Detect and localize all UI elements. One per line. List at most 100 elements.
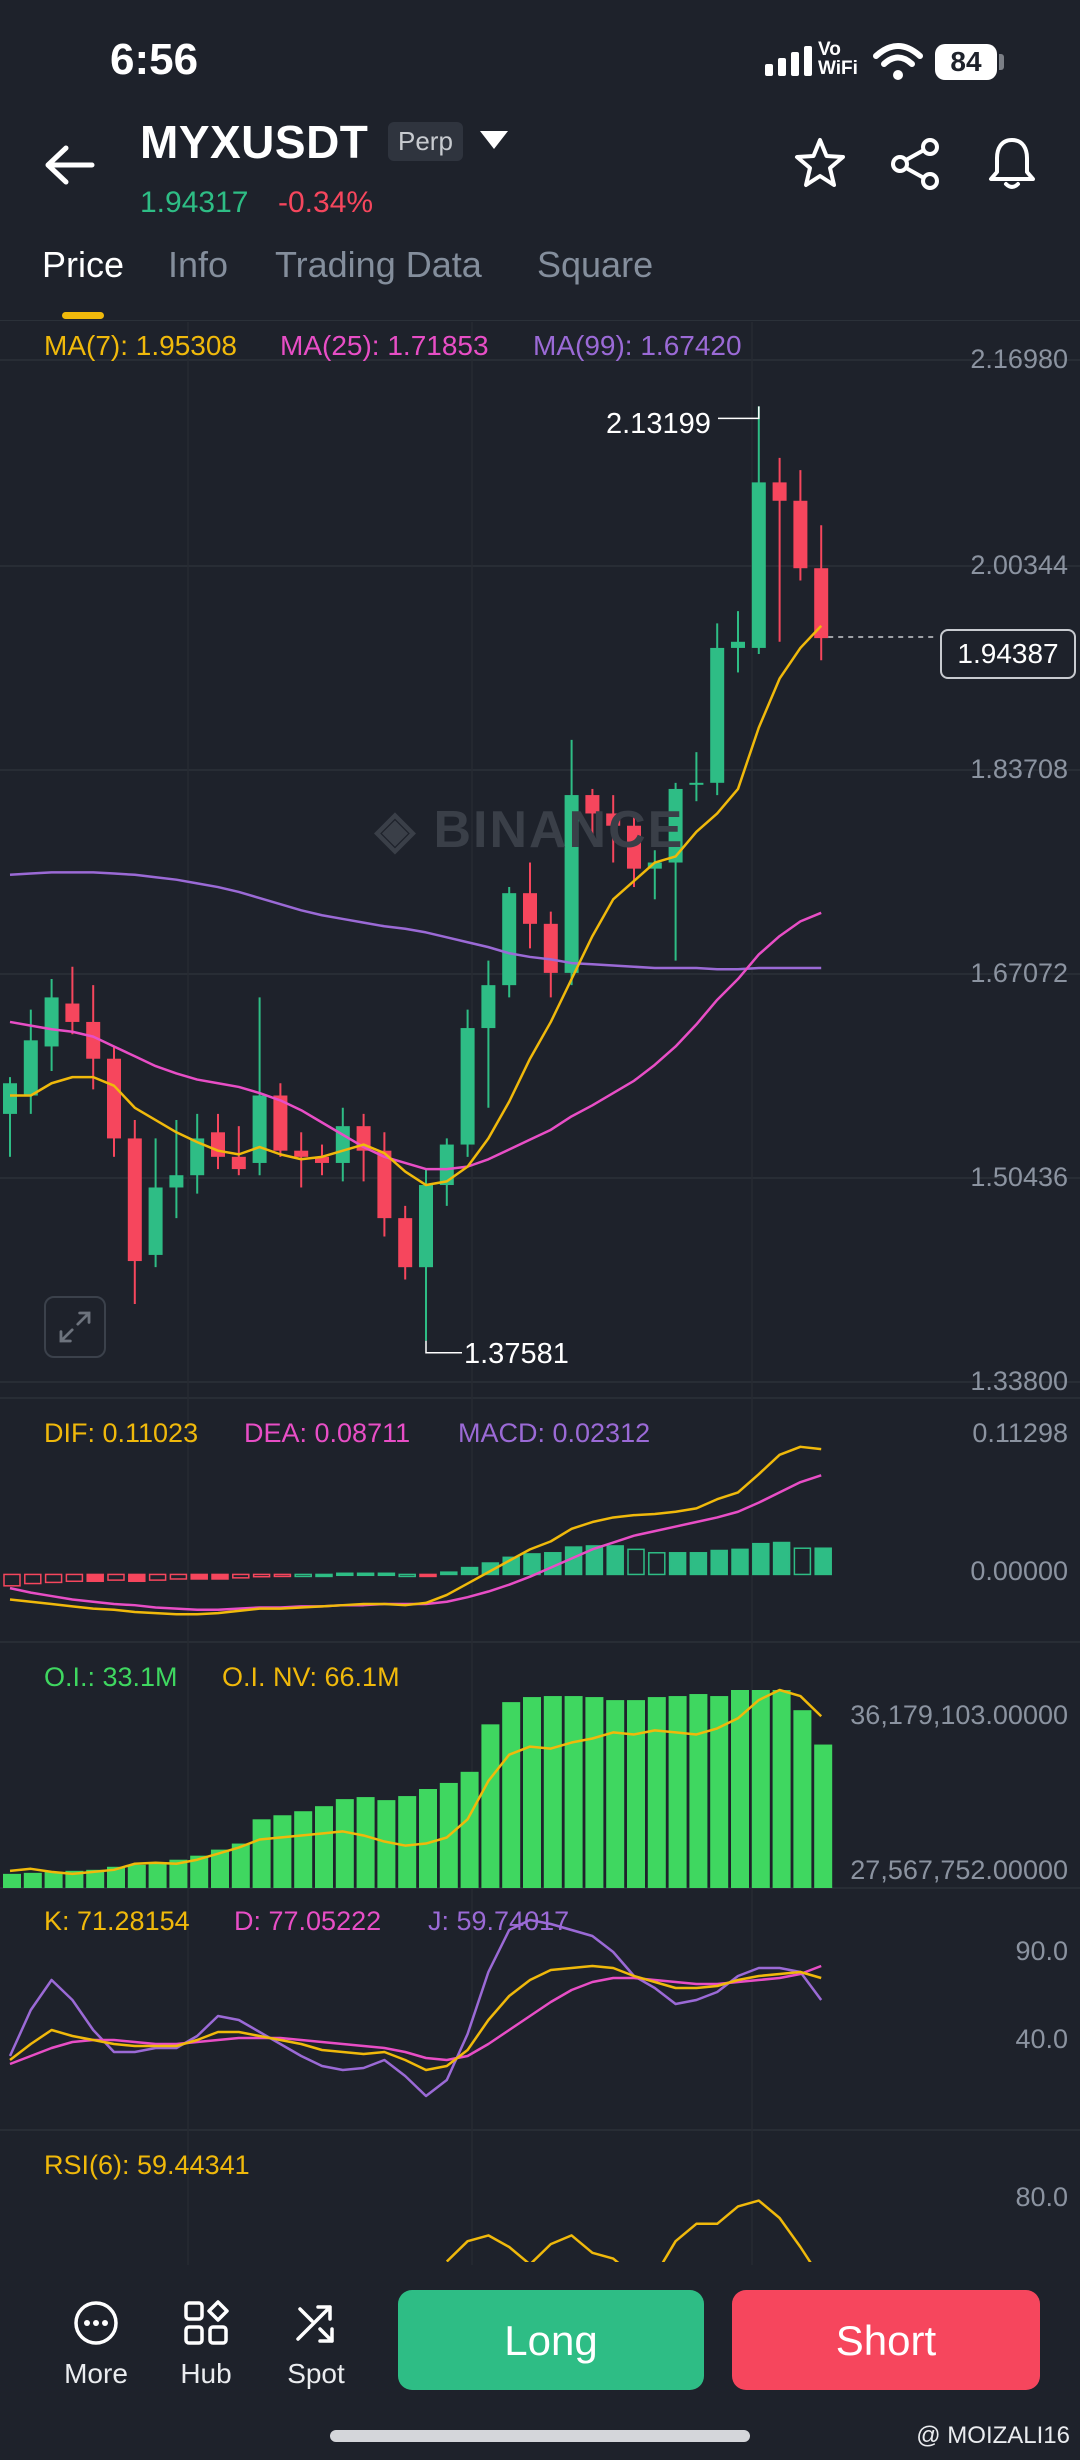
y-label: 80.0 bbox=[1015, 2182, 1068, 2212]
oi-bar bbox=[689, 1694, 708, 1888]
candle-down bbox=[606, 813, 621, 826]
oi-bar bbox=[543, 1696, 562, 1888]
battery-icon: 84 bbox=[935, 44, 997, 80]
tab-trading-data[interactable]: Trading Data bbox=[275, 244, 482, 285]
macd-hist-bar bbox=[689, 1552, 708, 1576]
binance-watermark: ◈ BINANCE bbox=[375, 801, 685, 859]
spot-button[interactable]: Spot bbox=[276, 2296, 356, 2390]
oi-bar bbox=[481, 1724, 500, 1888]
y-label: 36,179,103.00000 bbox=[850, 1700, 1068, 1730]
oi-bar bbox=[273, 1815, 292, 1888]
short-button[interactable]: Short bbox=[732, 2290, 1040, 2390]
macd-hist-bar bbox=[128, 1573, 146, 1583]
low-marker-line bbox=[425, 1340, 462, 1354]
oi-bar bbox=[107, 1866, 125, 1888]
macd-hist-bar bbox=[440, 1571, 458, 1576]
candle-up bbox=[148, 1187, 163, 1255]
oi-bar bbox=[231, 1843, 250, 1888]
macd-hist-bar bbox=[398, 1573, 416, 1578]
tab-divider bbox=[0, 320, 1080, 321]
macd-hist-bar bbox=[481, 1562, 500, 1576]
tab-info[interactable]: Info bbox=[168, 244, 229, 285]
oi-bar bbox=[710, 1696, 729, 1888]
share-icon[interactable] bbox=[884, 132, 948, 196]
ma7-line bbox=[10, 624, 823, 1187]
macd-hist-bar bbox=[377, 1572, 396, 1577]
kdj-d-line bbox=[9, 1964, 822, 2066]
long-button[interactable]: Long bbox=[398, 2290, 704, 2390]
kdj-d-label: D: 77.05222 bbox=[234, 1906, 382, 1936]
back-arrow-icon[interactable] bbox=[40, 140, 100, 190]
y-label: 2.16980 bbox=[970, 344, 1068, 374]
candle-down bbox=[523, 893, 537, 924]
cell-signal-icon bbox=[765, 46, 817, 76]
candle-up bbox=[668, 788, 683, 863]
dropdown-caret-icon[interactable] bbox=[478, 128, 510, 152]
spot-swap-icon bbox=[296, 2305, 334, 2343]
macd-hist-bar bbox=[752, 1542, 770, 1576]
oi-bar bbox=[23, 1872, 42, 1888]
oi-bar bbox=[169, 1859, 188, 1888]
macd-hist-bar bbox=[419, 1573, 437, 1578]
macd-hist-bar bbox=[668, 1552, 687, 1576]
candle-down bbox=[294, 1150, 309, 1157]
oi-bar bbox=[252, 1819, 271, 1888]
y-label: 1.67072 bbox=[970, 958, 1068, 988]
candle-down bbox=[398, 1218, 413, 1268]
oi-bar bbox=[564, 1696, 583, 1888]
ma7-legend: MA(7): 1.95308 bbox=[44, 330, 237, 361]
candle-down bbox=[543, 923, 558, 973]
bell-icon[interactable] bbox=[980, 132, 1044, 196]
oi-bar bbox=[65, 1870, 84, 1888]
oi-bar bbox=[814, 1744, 833, 1888]
status-time: 6:56 bbox=[110, 35, 199, 84]
candle-down bbox=[793, 500, 808, 569]
moving-average-lines bbox=[9, 624, 823, 1187]
oi-nv-line bbox=[9, 1688, 823, 1876]
expand-icon[interactable] bbox=[44, 1296, 106, 1358]
home-indicator[interactable] bbox=[330, 2430, 750, 2442]
status-bar: 6:56 Vo WiFi 84 bbox=[0, 0, 1080, 130]
ma25-line bbox=[9, 911, 822, 1171]
macd-panel bbox=[3, 1445, 832, 1616]
candle-up bbox=[731, 641, 745, 648]
hub-button[interactable]: Hub bbox=[166, 2296, 246, 2390]
ma25-legend: MA(25): 1.71853 bbox=[280, 330, 489, 361]
price-chart[interactable] bbox=[0, 0, 1080, 2270]
candle-down bbox=[211, 1132, 225, 1157]
kdj-k-label: K: 71.28154 bbox=[44, 1906, 190, 1936]
candle-up bbox=[3, 1083, 17, 1114]
vowifi-label: Vo WiFi bbox=[818, 39, 858, 79]
candle-down bbox=[65, 1003, 80, 1022]
oi-bar bbox=[647, 1697, 666, 1888]
oi-bar bbox=[460, 1771, 479, 1888]
tab-price[interactable]: Price bbox=[42, 244, 125, 285]
star-icon[interactable] bbox=[788, 132, 852, 196]
candle-down bbox=[231, 1156, 246, 1170]
macd-hist-bar bbox=[252, 1573, 271, 1578]
macd-hist-bar bbox=[65, 1573, 84, 1583]
oi-bar bbox=[398, 1796, 417, 1888]
y-label: 1.83708 bbox=[970, 754, 1068, 784]
rsi-label: RSI(6): 59.44341 bbox=[44, 2150, 250, 2180]
macd-hist-bar bbox=[232, 1573, 250, 1579]
macd-hist-bar bbox=[211, 1573, 229, 1580]
symbol-title[interactable]: MYXUSDT bbox=[140, 116, 369, 168]
oi-bar bbox=[211, 1849, 229, 1888]
y-label: 40.0 bbox=[1015, 2024, 1068, 2054]
macd-hist-bar bbox=[731, 1548, 749, 1576]
y-label: 90.0 bbox=[1015, 1936, 1068, 1966]
macd-hist-bar bbox=[315, 1573, 333, 1578]
macd-hist-bar bbox=[169, 1573, 188, 1580]
oi-bar bbox=[3, 1873, 21, 1888]
oi-bar bbox=[731, 1690, 749, 1888]
rsi-panel bbox=[445, 2199, 812, 2262]
tab-square[interactable]: Square bbox=[537, 244, 654, 285]
macd-hist-bar bbox=[24, 1573, 42, 1585]
macd-hist-bar bbox=[460, 1566, 479, 1576]
more-button[interactable]: More bbox=[56, 2296, 136, 2390]
candle-down bbox=[86, 1021, 101, 1059]
kdj-k-line bbox=[9, 1964, 822, 2072]
candle-up bbox=[647, 862, 662, 869]
candle-down bbox=[315, 1156, 329, 1163]
